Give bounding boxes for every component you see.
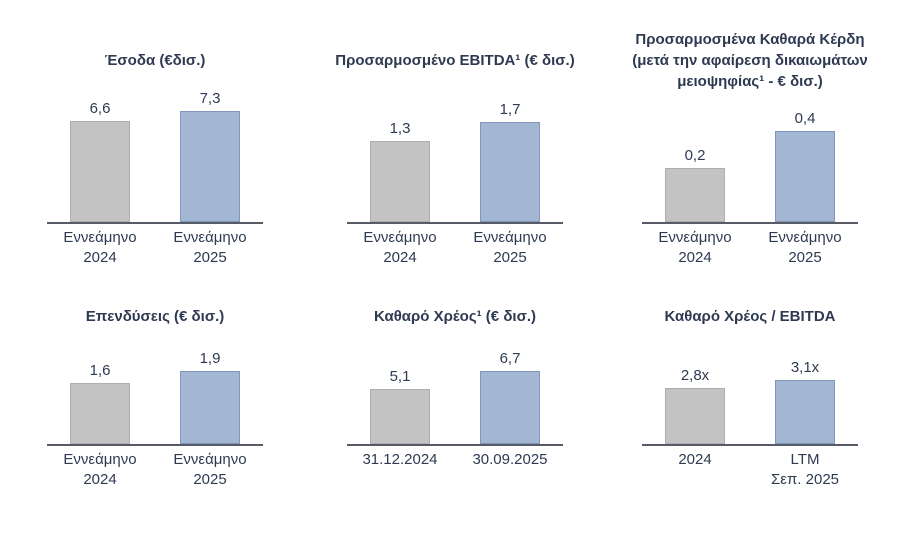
x-axis-line: [642, 444, 858, 446]
chart-title: Καθαρό Χρέος¹ (€ δισ.): [373, 307, 537, 325]
category-label: Εννεάμηνο 2025: [455, 228, 565, 268]
bar-2024: [370, 389, 430, 444]
chart-net-debt-ebitda: Καθαρό Χρέος / EBITDA 2,8x 3,1x 2024 LTM…: [618, 295, 882, 510]
bar-2024: [370, 141, 430, 222]
category-label-line: Εννεάμηνο: [473, 229, 547, 246]
bar-2025: [775, 380, 835, 444]
category-label-line: 31.12.2024: [362, 451, 438, 468]
category-labels: Εννεάμηνο 2024 Εννεάμηνο 2025: [45, 224, 265, 268]
category-labels: Εννεάμηνο 2024 Εννεάμηνο 2025: [345, 224, 565, 268]
bar-2024: [70, 383, 130, 444]
x-axis-line: [347, 222, 563, 224]
x-axis-line: [47, 222, 263, 224]
bar-2025: [180, 371, 240, 444]
bar-group-2024: 0,2: [665, 147, 725, 222]
chart-revenue: Έσοδα (€δισ.) 6,6 7,3 Εννεάμηνο 2024 Ενν…: [30, 30, 280, 270]
bar-value-label: 1,7: [499, 101, 521, 118]
bar-2025: [775, 131, 835, 222]
chart-title: Προσαρμοσμένα Καθαρά Κέρδη (μετά την αφα…: [632, 30, 868, 90]
category-label-line: 2024: [83, 249, 117, 266]
category-label: Εννεάμηνο 2025: [155, 450, 265, 490]
bar-value-label: 3,1x: [790, 359, 820, 376]
bar-value-label: 1,9: [199, 350, 221, 367]
category-label-line: Σεπ. 2025: [770, 471, 839, 488]
bar-group-2025: 7,3: [180, 90, 240, 222]
category-label-line: 2025: [788, 249, 822, 266]
bar-2025: [480, 371, 540, 444]
bar-group-2025: 6,7: [480, 350, 540, 444]
category-label: Εννεάμηνο 2024: [345, 228, 455, 268]
x-axis-line: [47, 444, 263, 446]
plot-area: 0,2 0,4: [642, 90, 858, 222]
bar-value-label: 6,6: [89, 100, 111, 117]
chart-title: Επενδύσεις (€ δισ.): [85, 307, 225, 325]
chart-title: Προσαρμοσμένο EBITDA¹ (€ δισ.): [335, 51, 575, 69]
category-label: Εννεάμηνο 2024: [45, 450, 155, 490]
category-labels: Εννεάμηνο 2024 Εννεάμηνο 2025: [640, 224, 860, 268]
category-label-line: 2025: [193, 471, 227, 488]
category-labels: Εννεάμηνο 2024 Εννεάμηνο 2025: [45, 446, 265, 490]
category-labels: 2024 LTM Σεπ. 2025: [640, 446, 860, 490]
bar-2024: [70, 121, 130, 222]
category-label-line: Εννεάμηνο: [173, 451, 247, 468]
chart-adjusted-net-profit: Προσαρμοσμένα Καθαρά Κέρδη (μετά την αφα…: [618, 30, 882, 270]
plot-area: 1,3 1,7: [347, 90, 563, 222]
bar-value-label: 1,3: [389, 120, 411, 137]
category-label: Εννεάμηνο 2025: [155, 228, 265, 268]
bar-value-label: 5,1: [389, 368, 411, 385]
category-label-line: 2024: [383, 249, 417, 266]
category-label-line: Εννεάμηνο: [658, 229, 732, 246]
category-label: Εννεάμηνο 2024: [640, 228, 750, 268]
bar-group-2024: 1,6: [70, 362, 130, 444]
bar-group-2024: 2,8x: [665, 367, 725, 444]
chart-title: Έσοδα (€δισ.): [104, 51, 206, 69]
category-label-line: Εννεάμηνο: [173, 229, 247, 246]
bar-group-2025: 1,9: [180, 350, 240, 444]
category-label-line: 2025: [193, 249, 227, 266]
x-axis-line: [347, 444, 563, 446]
category-label: LTM Σεπ. 2025: [750, 450, 860, 490]
category-label: 31.12.2024: [345, 450, 455, 470]
category-label-line: Εννεάμηνο: [363, 229, 437, 246]
bar-group-2025: 1,7: [480, 101, 540, 222]
chart-adjusted-ebitda: Προσαρμοσμένο EBITDA¹ (€ δισ.) 1,3 1,7 Ε…: [325, 30, 585, 270]
bar-group-2025: 0,4: [775, 110, 835, 222]
bar-value-label: 0,4: [794, 110, 816, 127]
x-axis-line: [642, 222, 858, 224]
category-label-line: Εννεάμηνο: [63, 451, 137, 468]
category-label-line: LTM: [790, 451, 820, 468]
category-label: 30.09.2025: [455, 450, 565, 470]
plot-area: 1,6 1,9: [47, 337, 263, 444]
plot-area: 2,8x 3,1x: [642, 337, 858, 444]
category-label-line: 30.09.2025: [472, 451, 548, 468]
category-label-line: Εννεάμηνο: [63, 229, 137, 246]
bar-group-2024: 1,3: [370, 120, 430, 222]
chart-investments: Επενδύσεις (€ δισ.) 1,6 1,9 Εννεάμηνο 20…: [30, 295, 280, 510]
plot-area: 5,1 6,7: [347, 337, 563, 444]
bar-2025: [180, 111, 240, 222]
bar-group-2024: 6,6: [70, 100, 130, 222]
category-label: 2024: [640, 450, 750, 490]
category-label: Εννεάμηνο 2025: [750, 228, 860, 268]
category-labels: 31.12.2024 30.09.2025: [345, 446, 565, 470]
category-label: Εννεάμηνο 2024: [45, 228, 155, 268]
category-label-line: 2024: [83, 471, 117, 488]
category-label-line: 2024: [678, 451, 712, 468]
bar-2025: [480, 122, 540, 222]
bar-2024: [665, 388, 725, 444]
category-label-line: Εννεάμηνο: [768, 229, 842, 246]
chart-title: Καθαρό Χρέος / EBITDA: [664, 307, 836, 325]
bar-value-label: 2,8x: [680, 367, 710, 384]
plot-area: 6,6 7,3: [47, 90, 263, 222]
category-label-line: 2024: [678, 249, 712, 266]
bar-group-2024: 5,1: [370, 368, 430, 444]
chart-net-debt: Καθαρό Χρέος¹ (€ δισ.) 5,1 6,7 31.12.202…: [325, 295, 585, 510]
bar-value-label: 7,3: [199, 90, 221, 107]
bar-value-label: 1,6: [89, 362, 111, 379]
bar-value-label: 0,2: [684, 147, 706, 164]
bar-group-2025: 3,1x: [775, 359, 835, 444]
category-label-line: 2025: [493, 249, 527, 266]
bar-2024: [665, 168, 725, 222]
bar-value-label: 6,7: [499, 350, 521, 367]
